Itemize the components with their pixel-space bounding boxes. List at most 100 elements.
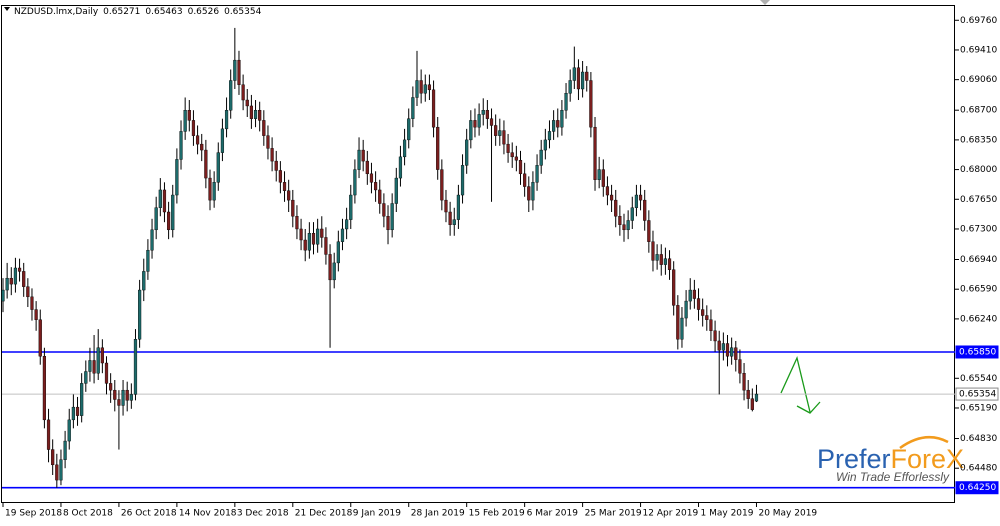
candle-body	[316, 228, 320, 245]
candle-body	[539, 149, 543, 166]
candle-body	[481, 109, 485, 115]
candle-body	[34, 309, 38, 320]
logo-text: PreferForeX	[817, 444, 964, 474]
candle-body	[514, 156, 518, 161]
candle-body	[5, 277, 9, 291]
level-label-box	[955, 481, 999, 495]
candle-body	[307, 233, 311, 251]
candle-body	[672, 269, 676, 306]
candle-body	[191, 120, 196, 136]
candle-body	[274, 160, 278, 171]
candle-body	[42, 356, 46, 421]
candle-body	[402, 139, 407, 158]
candle-body	[721, 343, 725, 351]
y-tick-label: 0.68000	[960, 165, 997, 175]
candle-body	[17, 267, 22, 272]
candle-body	[742, 372, 746, 391]
candle-body	[171, 194, 175, 231]
level-label: 0.65354	[959, 390, 996, 400]
candle-body	[560, 109, 564, 128]
header-value: 0.6526	[188, 7, 220, 17]
candle-body	[100, 347, 104, 364]
candle-body	[440, 169, 444, 201]
candle-body	[456, 194, 460, 220]
y-tick-label: 0.64480	[960, 464, 997, 474]
x-tick-label: 26 Oct 2018	[121, 509, 177, 519]
candle-body	[324, 237, 328, 255]
level-label-box	[955, 345, 999, 359]
candle-body	[746, 389, 750, 399]
candle-body	[216, 152, 220, 183]
candle-body	[249, 105, 253, 119]
candle-body	[270, 148, 274, 162]
candle-body	[328, 254, 332, 281]
y-tick-label: 0.68350	[960, 135, 997, 145]
candle-body	[564, 93, 568, 111]
candle-body	[398, 156, 403, 179]
x-tick-label: 25 Mar 2019	[585, 509, 642, 519]
candle-body	[734, 347, 738, 360]
candle-body	[353, 169, 357, 196]
candle-body	[80, 383, 84, 416]
candle-body	[705, 315, 709, 320]
candle-body	[460, 165, 465, 196]
candle-body	[183, 109, 187, 132]
candle-body	[701, 309, 705, 316]
candle-body	[245, 99, 249, 107]
candle-body	[423, 84, 427, 94]
candle-body	[38, 319, 42, 357]
header-value: 0.65463	[145, 7, 182, 17]
candle-body	[9, 277, 13, 285]
candle-body	[336, 241, 340, 264]
candle-body	[282, 182, 287, 191]
menu-marker	[4, 7, 10, 11]
candle-body	[291, 199, 295, 217]
candle-body	[543, 139, 547, 151]
candle-body	[626, 220, 630, 231]
logo-brand: Prefer	[817, 444, 891, 474]
candle-body	[299, 228, 303, 241]
candle-body	[415, 80, 419, 98]
candle-body	[55, 464, 59, 481]
candle-body	[67, 419, 71, 442]
x-tick-label: 3 Dec 2018	[237, 509, 289, 519]
candle-body	[696, 298, 701, 310]
candle-body	[133, 339, 138, 395]
candle-body	[125, 389, 129, 401]
candle-body	[150, 229, 154, 251]
candle-body	[233, 59, 237, 81]
candle-body	[374, 182, 378, 191]
candle-body	[340, 228, 345, 242]
plot-frame	[1, 5, 955, 503]
candle-body	[22, 271, 26, 287]
candle-body	[576, 67, 581, 90]
candle-body	[411, 97, 415, 119]
candle-body	[556, 120, 560, 128]
candle-body	[585, 71, 589, 81]
candle-body	[26, 286, 30, 298]
candle-body	[357, 149, 361, 170]
candle-body	[142, 271, 146, 291]
candle-body	[349, 194, 353, 220]
candle-body	[651, 241, 655, 261]
candle-body	[618, 216, 622, 225]
candle-body	[638, 194, 643, 201]
candle-body	[502, 130, 506, 145]
candle-body	[129, 394, 133, 401]
logo-brand: ForeX	[891, 444, 965, 474]
candle-body	[253, 109, 258, 119]
candle-body	[75, 406, 80, 416]
y-tick-label: 0.65540	[960, 374, 997, 384]
candle-body	[692, 289, 696, 299]
candle-body	[688, 289, 692, 302]
candle-body	[663, 258, 667, 265]
candle-body	[597, 169, 601, 180]
candle-body	[212, 182, 216, 201]
candle-body	[1, 289, 5, 302]
candle-body	[104, 362, 109, 384]
candle-body	[278, 170, 282, 183]
candle-body	[452, 219, 456, 225]
candle-body	[568, 80, 572, 94]
candle-body	[30, 296, 34, 310]
